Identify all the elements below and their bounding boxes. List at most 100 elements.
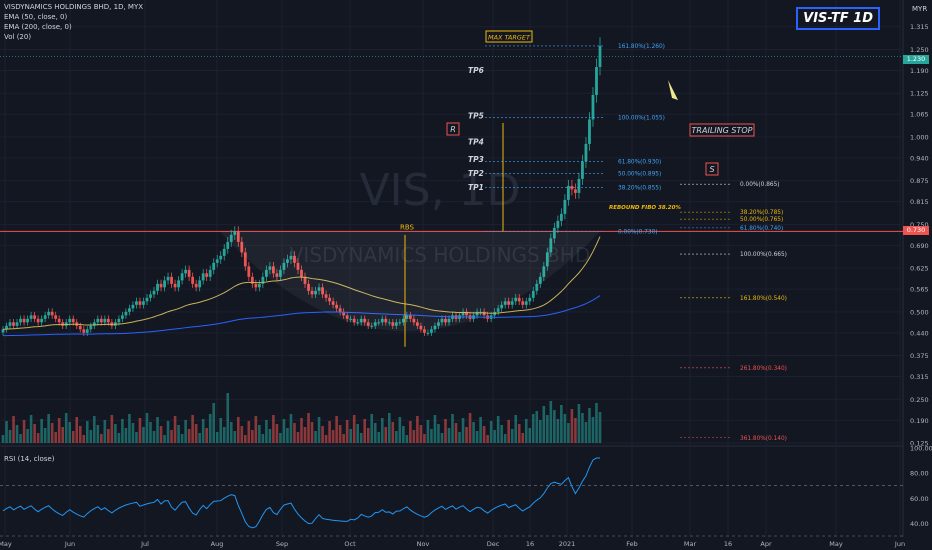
volume-legend[interactable]: Vol (20) <box>4 33 32 41</box>
candle-body <box>1 329 5 333</box>
volume-bar <box>8 430 12 443</box>
volume-bar <box>496 416 500 443</box>
candle-body <box>563 199 567 214</box>
candle-body <box>433 325 437 330</box>
volume-bar <box>254 416 258 443</box>
r-label: R <box>450 125 456 134</box>
volume-bar <box>556 419 560 443</box>
fib-far-label: 50.00%(0.765) <box>740 217 783 223</box>
volume-bar <box>43 428 47 443</box>
fib-label: 161.80%(1.260) <box>618 44 665 50</box>
candle-body <box>163 280 166 288</box>
rsi-line <box>2 457 600 529</box>
candle-body <box>85 329 89 333</box>
fib-far-label: 161.80%(0.540) <box>740 296 787 302</box>
volume-bar <box>75 417 79 443</box>
volume-bar <box>61 427 64 443</box>
candle-body <box>128 308 131 312</box>
volume-bar <box>395 431 398 443</box>
candle-body <box>461 311 465 316</box>
candle-body <box>524 301 528 305</box>
candle-body <box>205 273 209 277</box>
tp-label: TP3 <box>468 155 484 164</box>
volume-bar <box>240 426 244 443</box>
candle-body <box>96 318 100 323</box>
candle-body <box>581 161 584 179</box>
candle-body <box>531 290 535 298</box>
price-tick: 1.190 <box>910 67 929 75</box>
candle-body <box>177 280 180 288</box>
volume-bar <box>398 417 402 443</box>
fib-label: 100.00%(1.055) <box>618 116 665 122</box>
candle-body <box>191 276 195 284</box>
candle-body <box>556 220 560 228</box>
candle-body <box>254 283 258 288</box>
volume-bar <box>40 419 43 443</box>
volume-bar <box>574 418 577 443</box>
candle-body <box>29 315 33 319</box>
current-price-tag: 1.230 <box>903 55 929 64</box>
volume-bar <box>149 422 152 443</box>
candle-body <box>78 325 82 330</box>
candle-body <box>426 332 430 334</box>
ema200-legend[interactable]: EMA (200, close, 0) <box>4 23 72 31</box>
volume-bar <box>33 424 36 443</box>
candle-body <box>465 311 468 316</box>
ema50-legend[interactable]: EMA (50, close, 0) <box>4 13 68 21</box>
candle-body <box>595 66 598 95</box>
volume-bar <box>430 429 433 443</box>
volume-bar <box>303 427 307 443</box>
rbs-label: RBS <box>400 224 415 232</box>
price-tick: 0.440 <box>910 329 929 337</box>
volume-bar <box>261 434 265 443</box>
candle-body <box>296 262 300 270</box>
rsi-tick: 40.00 <box>910 520 929 528</box>
volume-bar <box>521 433 525 443</box>
volume-bar <box>19 434 22 443</box>
volume-bar <box>124 428 128 443</box>
candle-body <box>535 283 539 291</box>
tp-label: TP4 <box>468 138 484 147</box>
volume-bar <box>184 420 187 443</box>
volume-bar <box>212 403 216 443</box>
fib-far-label: 38.20%(0.785) <box>740 210 783 216</box>
volume-bar <box>416 416 419 443</box>
candle-body <box>373 322 377 326</box>
volume-bar <box>15 425 19 443</box>
volume-bar <box>465 427 468 443</box>
volume-bar <box>5 421 8 443</box>
volume-bar <box>331 430 335 443</box>
price-tick: 0.190 <box>910 417 929 425</box>
price-tick: 0.815 <box>910 198 929 206</box>
candle-body <box>307 283 310 291</box>
candle-body <box>121 315 124 319</box>
volume-bar <box>461 418 465 443</box>
down-arrow-hint <box>668 80 678 100</box>
volume-bar <box>82 435 86 443</box>
volume-bar <box>419 425 423 443</box>
volume-bar <box>191 415 194 443</box>
volume-bar <box>110 415 114 443</box>
volume-bar <box>581 413 584 443</box>
volume-bar <box>338 425 342 443</box>
volume-bar <box>26 429 29 443</box>
rsi-legend[interactable]: RSI (14, close) <box>4 455 55 463</box>
candle-body <box>264 269 268 277</box>
candle-body <box>272 266 275 274</box>
tp-label: TP5 <box>468 111 484 120</box>
candle-body <box>342 311 346 316</box>
candle-body <box>215 259 219 263</box>
candle-body <box>12 322 15 326</box>
candle-body <box>552 227 556 239</box>
volume-bar <box>546 415 549 443</box>
candle-body <box>521 301 525 305</box>
volume-bar <box>577 404 581 443</box>
volume-bar <box>363 419 367 443</box>
candle-body <box>566 185 570 200</box>
volume-bar <box>71 431 75 443</box>
watermark-ticker: VIS, 1D <box>360 165 521 216</box>
candle-body <box>26 318 29 323</box>
volume-bar <box>159 426 163 443</box>
candle-body <box>510 301 514 305</box>
